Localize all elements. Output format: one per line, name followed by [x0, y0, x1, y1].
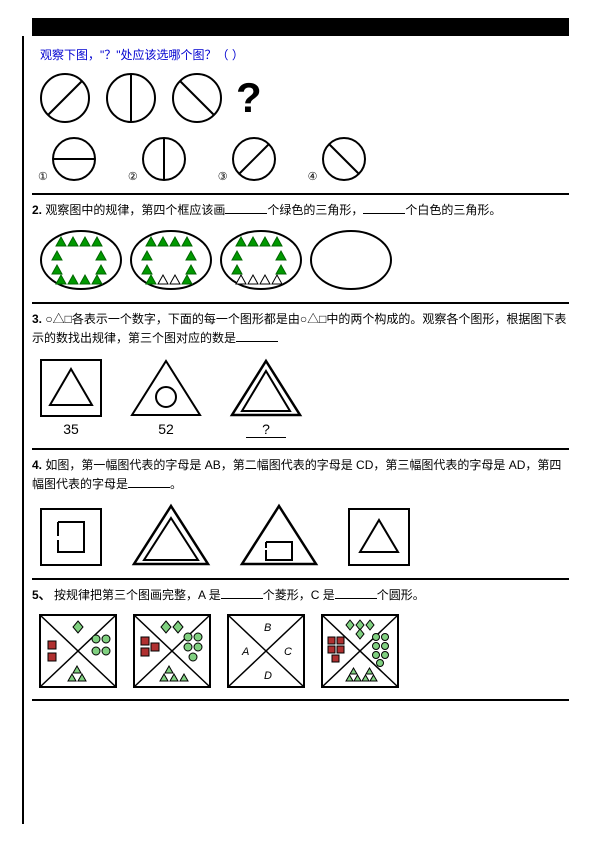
divider-2 — [32, 302, 569, 304]
q5-figures: A B C D — [38, 613, 569, 689]
q1-circle-3 — [170, 71, 224, 125]
q3-num: 3. — [32, 312, 42, 326]
q4-text-b: 。 — [170, 477, 182, 491]
q2-circle-1 — [38, 228, 124, 292]
q5-num: 5、 — [32, 588, 51, 602]
q5-panel-1 — [38, 613, 118, 689]
q3-text-a: ○△□各表示一个数字，下面的每一个图形都是由○△□中的两个构成的。观察各个图形，… — [32, 312, 566, 345]
q3-fig-2: 52 — [128, 357, 204, 437]
q1-opt-4[interactable]: ④ — [308, 135, 368, 183]
q4-blank[interactable] — [128, 476, 170, 488]
q4-text-a: 如图，第一幅图代表的字母是 AB，第二幅图代表的字母是 CD，第三幅图代表的字母… — [32, 458, 561, 491]
q2-circle-3 — [218, 228, 304, 292]
q4-fig-1 — [38, 506, 104, 568]
q5-panel-4 — [320, 613, 400, 689]
q4-fig-3 — [238, 502, 320, 568]
q2-text-c: 个白色的三角形。 — [405, 203, 501, 217]
q3-text: 3. ○△□各表示一个数字，下面的每一个图形都是由○△□中的两个构成的。观察各个… — [32, 310, 569, 348]
q4-fig-2 — [130, 502, 212, 568]
q5-label-a: A — [241, 646, 249, 658]
left-vertical-line — [22, 36, 24, 824]
question-mark-icon: ? — [236, 71, 262, 125]
q5-blank-2[interactable] — [335, 587, 377, 599]
q1-opt-label-1: ① — [38, 170, 48, 183]
page-content: 观察下图，"？"处应该选哪个图？（ ） ? ① ② ③ ④ 2. 观察图中的规律… — [32, 18, 569, 701]
q2-circle-2 — [128, 228, 214, 292]
q1-title: 观察下图，"？"处应该选哪个图？（ ） — [40, 46, 569, 63]
divider-1 — [32, 193, 569, 195]
q5-label-b: B — [264, 622, 271, 634]
q2-text: 2. 观察图中的规律，第四个框应该画 个绿色的三角形， 个白色的三角形。 — [32, 201, 569, 220]
q4-fig-4 — [346, 506, 412, 568]
q5-panel-3: A B C D — [226, 613, 306, 689]
q5-text-b: 个菱形，C 是 — [263, 588, 335, 602]
divider-5 — [32, 699, 569, 701]
q1-opt-1[interactable]: ① — [38, 135, 98, 183]
q1-circle-2 — [104, 71, 158, 125]
q2-text-b: 个绿色的三角形， — [267, 203, 363, 217]
q4-num: 4. — [32, 458, 42, 472]
q2-blank-2[interactable] — [363, 202, 405, 214]
q2-blank-1[interactable] — [225, 202, 267, 214]
q5-text-a: 按规律把第三个图画完整，A 是 — [54, 588, 221, 602]
q1-opt-2[interactable]: ② — [128, 135, 188, 183]
q2-figures — [38, 228, 569, 292]
q5-blank-1[interactable] — [221, 587, 263, 599]
q5-label-c: C — [284, 646, 292, 658]
q3-fig-3: ? — [228, 357, 304, 438]
top-black-bar — [32, 18, 569, 36]
q5-text: 5、 按规律把第三个图画完整，A 是 个菱形，C 是 个圆形。 — [32, 586, 569, 605]
q2-text-a: 观察图中的规律，第四个框应该画 — [45, 203, 225, 217]
q1-opt-label-4: ④ — [308, 170, 318, 183]
q5-panel-2 — [132, 613, 212, 689]
q3-blank[interactable] — [236, 330, 278, 342]
q4-text: 4. 如图，第一幅图代表的字母是 AB，第二幅图代表的字母是 CD，第三幅图代表… — [32, 456, 569, 494]
q3-figures: 35 52 ? — [38, 357, 569, 438]
divider-3 — [32, 448, 569, 450]
q3-label-2: 52 — [128, 421, 204, 437]
q3-label-1: 35 — [38, 421, 104, 437]
divider-4 — [32, 578, 569, 580]
q2-num: 2. — [32, 203, 42, 217]
q5-label-d: D — [264, 670, 272, 682]
q4-figures — [38, 502, 569, 568]
q1-opt-3[interactable]: ③ — [218, 135, 278, 183]
q3-label-3: ? — [246, 421, 286, 438]
q1-circle-1 — [38, 71, 92, 125]
q1-row1: ? — [38, 71, 569, 125]
q3-fig-1: 35 — [38, 357, 104, 437]
q2-circle-4 — [308, 228, 394, 292]
q1-opt-label-3: ③ — [218, 170, 228, 183]
q1-options-row: ① ② ③ ④ — [38, 135, 569, 183]
q5-text-c: 个圆形。 — [377, 588, 425, 602]
q1-opt-label-2: ② — [128, 170, 138, 183]
